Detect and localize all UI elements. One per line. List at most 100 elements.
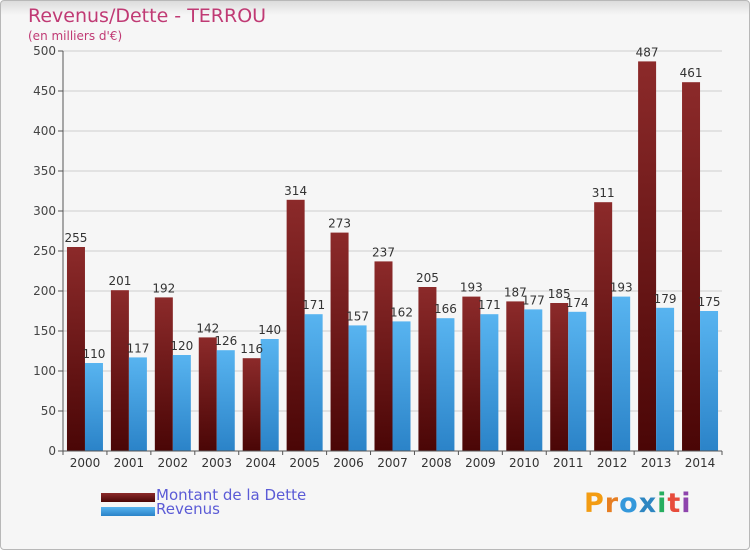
chart-title: Revenus/Dette - TERROU [28, 5, 267, 27]
x-tick-label: 2009 [465, 456, 496, 470]
x-tick-label: 2006 [333, 456, 364, 470]
bar-dette [286, 199, 305, 451]
data-label: 187 [504, 285, 527, 299]
bar-revenus [700, 311, 719, 451]
data-label: 140 [258, 323, 281, 337]
bar-revenus [216, 350, 235, 451]
data-label: 255 [65, 231, 88, 245]
x-tick-label: 2003 [201, 456, 232, 470]
y-tick-label: 100 [33, 364, 56, 378]
y-tick-label: 0 [48, 444, 56, 458]
x-tick-label: 2002 [158, 456, 189, 470]
bar-dette [110, 290, 129, 451]
bar-revenus [84, 363, 103, 451]
legend-swatch-revenus [101, 507, 155, 516]
bar-revenus [612, 296, 631, 451]
x-tick-label: 2001 [114, 456, 145, 470]
bar-revenus [172, 355, 191, 451]
data-label: 185 [548, 287, 571, 301]
data-label: 461 [680, 66, 703, 80]
data-label: 193 [610, 281, 633, 295]
bar-dette [66, 247, 85, 451]
data-label: 193 [460, 281, 483, 295]
bar-dette [242, 358, 261, 451]
bar-revenus [392, 321, 411, 451]
y-tick-label: 400 [33, 124, 56, 138]
data-label: 179 [654, 292, 677, 306]
bar-dette [638, 61, 657, 452]
data-label: 126 [214, 334, 237, 348]
logo-letter: i [681, 488, 692, 519]
y-tick-label: 450 [33, 84, 56, 98]
x-tick-label: 2004 [245, 456, 276, 470]
x-tick-label: 2005 [289, 456, 320, 470]
logo-letter: x [638, 488, 658, 519]
y-tick-label: 500 [33, 44, 56, 58]
y-tick-label: 50 [41, 404, 56, 418]
y-tick-label: 350 [33, 164, 56, 178]
bar-revenus [128, 357, 147, 451]
proxiti-logo: Proxiti [584, 488, 692, 519]
data-label: 110 [83, 347, 106, 361]
y-tick-label: 300 [33, 204, 56, 218]
x-tick-label: 2014 [685, 456, 716, 470]
data-label: 120 [170, 339, 193, 353]
data-label: 177 [522, 293, 545, 307]
x-tick-label: 2000 [70, 456, 101, 470]
bar-dette [462, 296, 481, 451]
legend-label-revenus: Revenus [156, 500, 220, 518]
bar-dette [682, 82, 701, 451]
x-tick-label: 2011 [553, 456, 584, 470]
data-label: 162 [390, 305, 413, 319]
data-label: 166 [434, 302, 457, 316]
logo-letter: i [657, 488, 668, 519]
x-tick-label: 2013 [641, 456, 672, 470]
data-label: 237 [372, 245, 395, 259]
bar-dette [330, 232, 349, 451]
data-label: 116 [240, 342, 263, 356]
bar-revenus [568, 311, 587, 451]
data-label: 205 [416, 271, 439, 285]
bar-revenus [436, 318, 455, 451]
legend-swatch-debt [101, 493, 155, 502]
legend-label-debt: Montant de la Dette [156, 486, 307, 504]
data-label: 174 [566, 296, 589, 310]
y-tick-label: 250 [33, 244, 56, 258]
data-label: 487 [636, 45, 659, 59]
bar-revenus [480, 314, 499, 451]
x-tick-label: 2010 [509, 456, 540, 470]
logo-letter: P [584, 488, 605, 519]
chart-subtitle: (en milliers d'€) [28, 29, 123, 43]
bar-revenus [304, 314, 323, 451]
data-label: 314 [284, 184, 307, 198]
x-tick-label: 2008 [421, 456, 452, 470]
x-tick-label: 2007 [377, 456, 408, 470]
data-label: 171 [478, 298, 501, 312]
bar-revenus [260, 339, 279, 451]
data-label: 142 [196, 321, 219, 335]
data-label: 175 [698, 295, 721, 309]
bar-dette [198, 337, 217, 451]
data-label: 171 [302, 298, 325, 312]
logo-letter: t [667, 488, 682, 519]
data-label: 273 [328, 217, 351, 231]
bar-dette [374, 261, 393, 451]
bar-dette [418, 287, 437, 451]
bar-dette [154, 297, 173, 451]
bar-dette [550, 303, 569, 451]
bar-dette [506, 301, 525, 451]
logo-letter: r [604, 488, 620, 519]
y-tick-label: 150 [33, 324, 56, 338]
bar-revenus [656, 307, 675, 451]
y-tick-label: 200 [33, 284, 56, 298]
bar-revenus [524, 309, 543, 451]
x-tick-label: 2012 [597, 456, 628, 470]
bar-dette [594, 202, 613, 451]
data-label: 117 [126, 341, 149, 355]
bar-revenus [348, 325, 367, 451]
data-label: 311 [592, 186, 615, 200]
data-label: 192 [152, 281, 175, 295]
data-label: 201 [108, 274, 131, 288]
